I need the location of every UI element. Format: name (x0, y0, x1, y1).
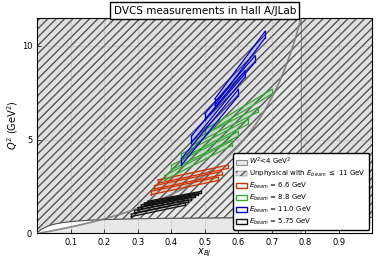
Title: DVCS measurements in Hall A/JLab: DVCS measurements in Hall A/JLab (113, 6, 296, 16)
Polygon shape (148, 191, 201, 203)
Polygon shape (215, 31, 265, 105)
Polygon shape (171, 131, 238, 170)
Legend: $W^2$<4 GeV$^2$, Unphysical with $E_{beam}$ $\leq$ 11 GeV, $E_{beam}$ = 6.6 GeV,: $W^2$<4 GeV$^2$, Unphysical with $E_{bea… (234, 153, 369, 230)
Polygon shape (205, 89, 272, 134)
Polygon shape (181, 119, 248, 159)
Polygon shape (151, 177, 218, 195)
Polygon shape (144, 193, 198, 205)
Y-axis label: $Q^2$ (GeV$^2$): $Q^2$ (GeV$^2$) (6, 100, 20, 151)
Polygon shape (164, 141, 232, 180)
Polygon shape (131, 203, 185, 217)
Polygon shape (181, 89, 238, 165)
Polygon shape (191, 71, 245, 143)
Polygon shape (191, 107, 259, 145)
Polygon shape (205, 56, 255, 120)
Polygon shape (155, 171, 222, 189)
X-axis label: $x_{Bj}$: $x_{Bj}$ (197, 247, 212, 259)
Polygon shape (134, 200, 188, 213)
Polygon shape (141, 195, 195, 207)
Polygon shape (138, 197, 191, 210)
Polygon shape (158, 165, 228, 183)
